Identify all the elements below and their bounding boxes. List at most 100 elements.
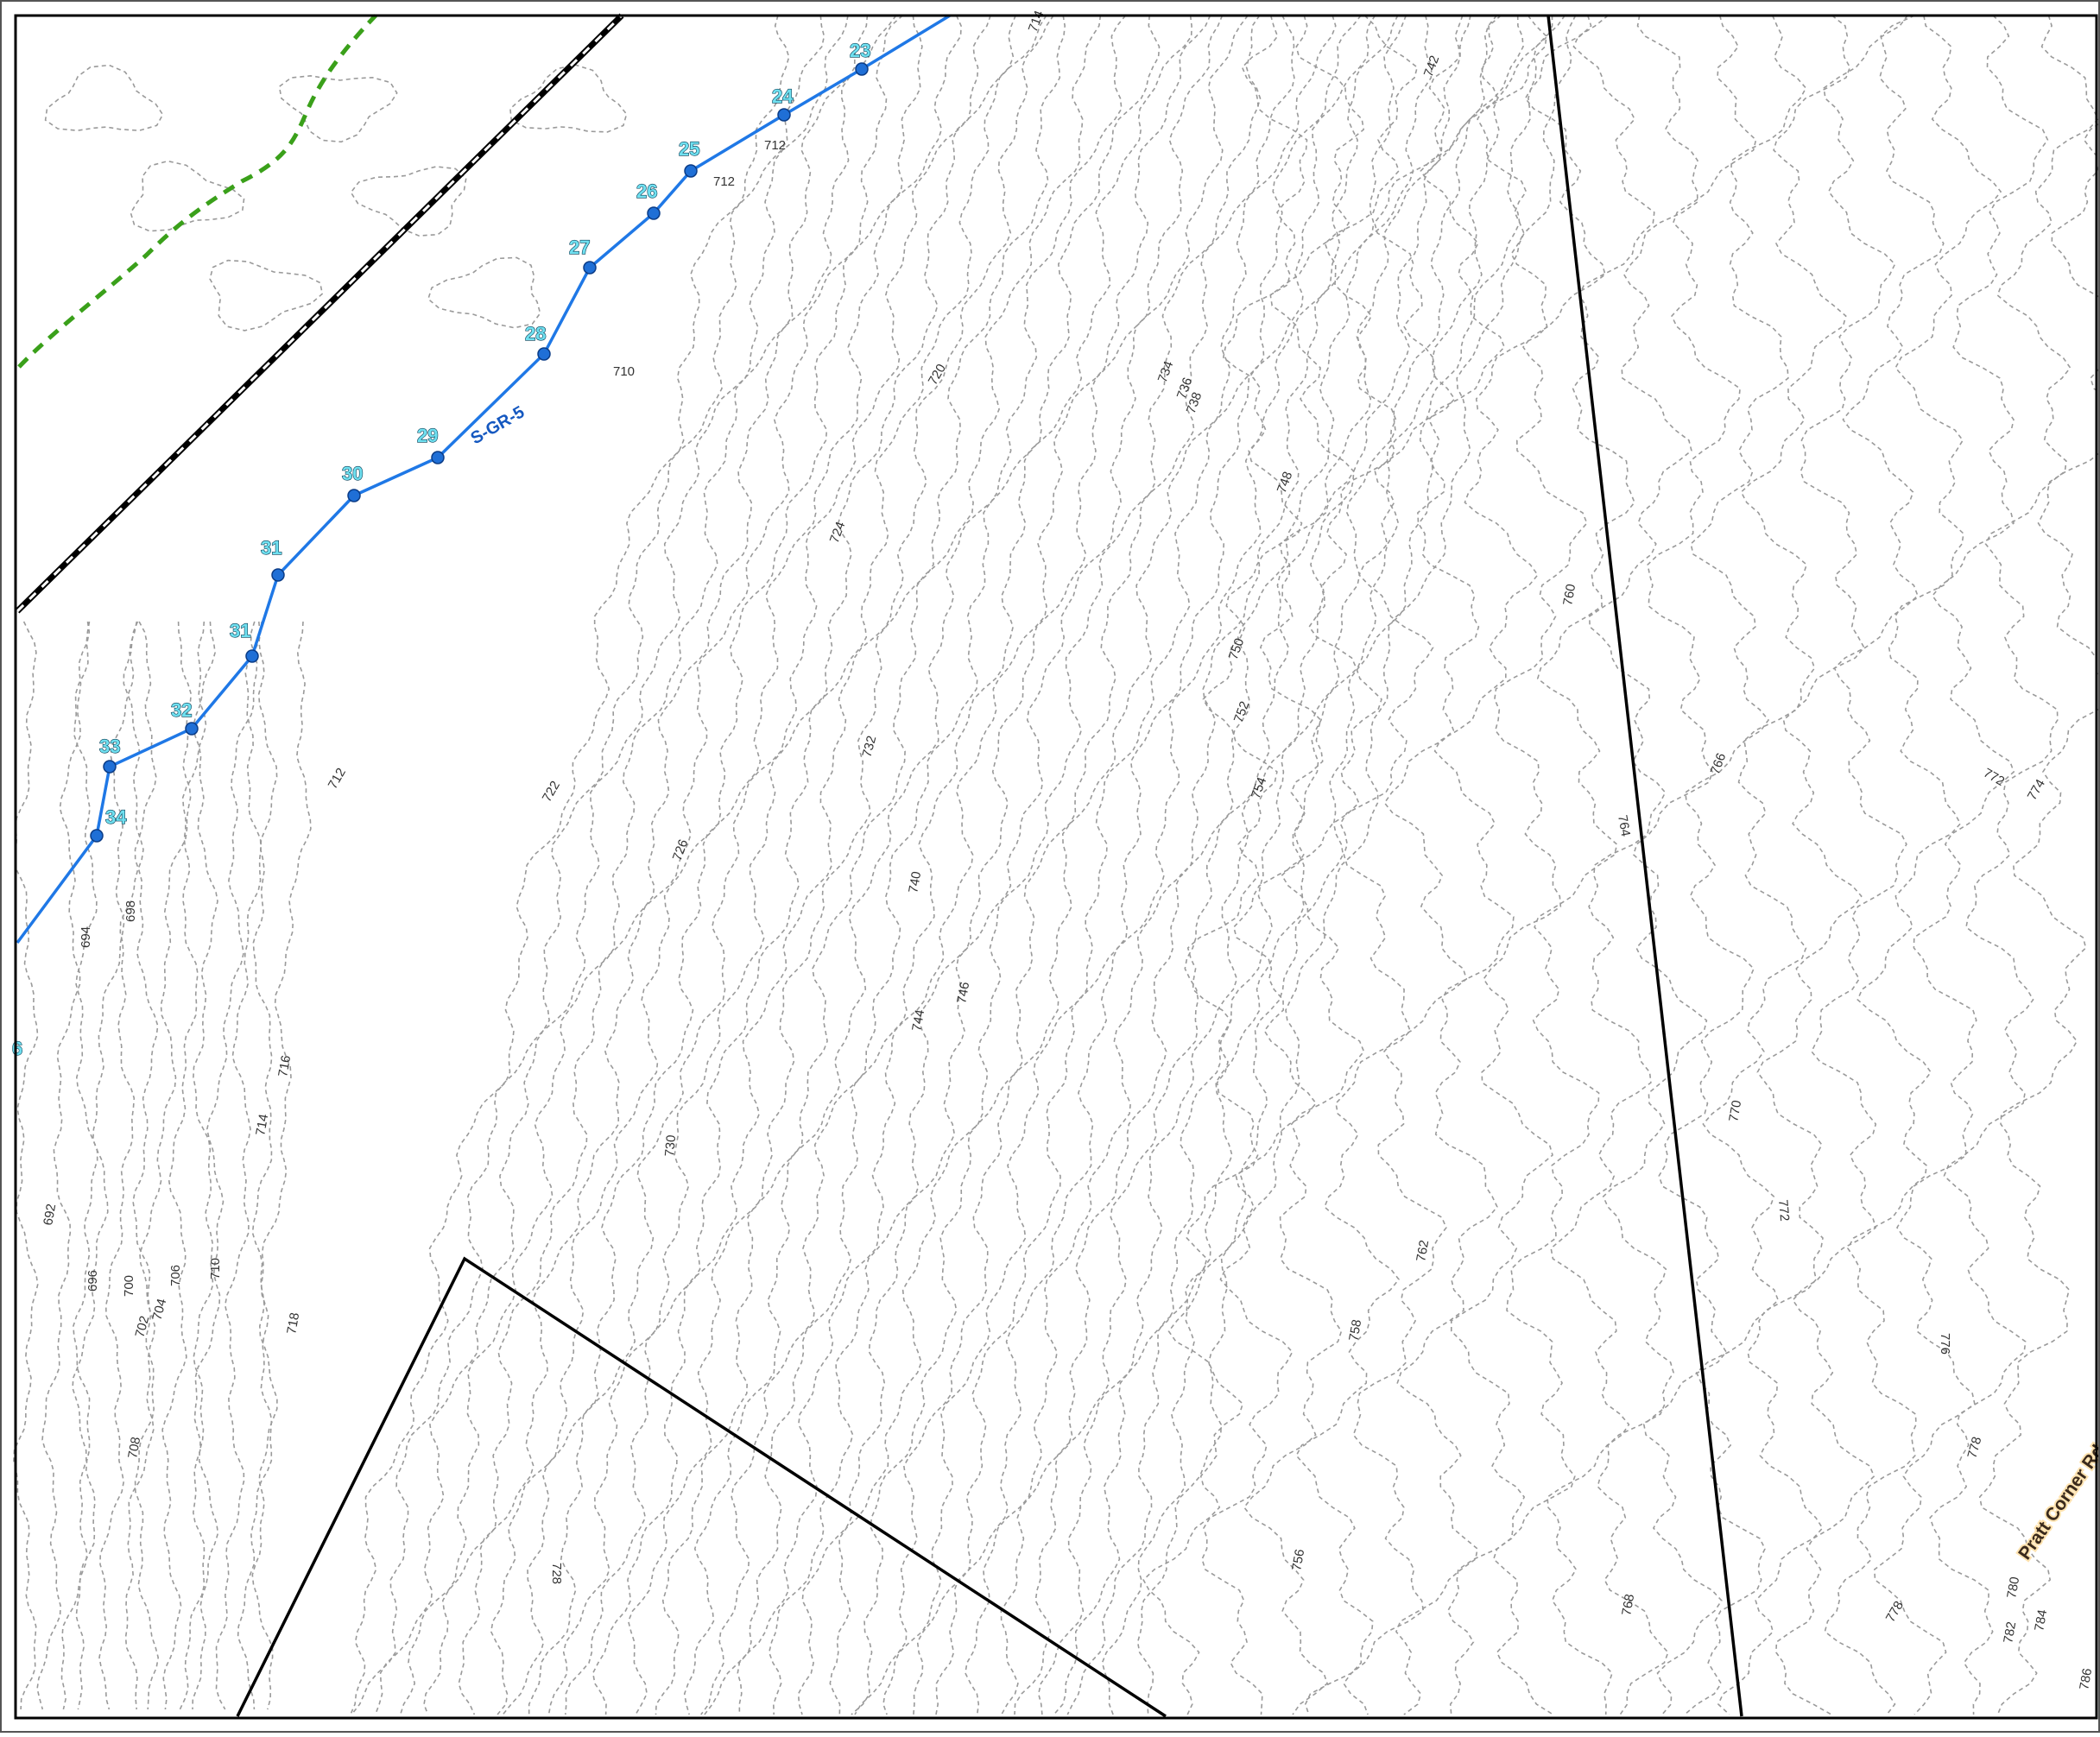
contour-line: [1142, 15, 1308, 1715]
stream-vertex-label: 28: [525, 323, 546, 344]
contour-line: [547, 15, 1016, 1715]
contour-line: [913, 15, 1376, 1715]
stream-vertex[interactable]: [431, 451, 445, 464]
contour-loop: [209, 259, 324, 332]
stream-vertex-label: 31: [261, 537, 281, 559]
contour-elevation-label: 700: [122, 1275, 136, 1297]
contour-elevation-label: 782: [2001, 1620, 2019, 1645]
contour-elevation-label: 716: [275, 1054, 294, 1078]
contour-line: [1037, 15, 1497, 1715]
contour-line: [1295, 15, 1464, 1715]
stream-vertex[interactable]: [684, 164, 698, 178]
contour-loop: [427, 256, 541, 329]
stream-vertices: [90, 62, 869, 843]
contour-elevation-label: 762: [1414, 1239, 1432, 1263]
stream-vertex[interactable]: [583, 261, 597, 275]
stream-vertex[interactable]: [855, 62, 869, 76]
stream-vertex-label: 23: [850, 40, 870, 61]
contour-line: [1642, 15, 1807, 1715]
stream-vertex[interactable]: [245, 649, 259, 663]
contour-loop: [509, 64, 628, 133]
stream-vertex[interactable]: [777, 108, 791, 122]
stream-vertex[interactable]: [103, 760, 117, 774]
contour-elevation-label: 718: [284, 1311, 302, 1336]
contour-elevation-label: 698: [123, 900, 138, 922]
contour-elevation-label: 732: [859, 734, 879, 759]
contour-lines: [13, 15, 2100, 1715]
contour-elevation-label: 760: [1560, 583, 1578, 607]
contour-line: [458, 15, 903, 1715]
stream-vertex-label: 24: [772, 85, 794, 107]
stream-vertex-label: 26: [636, 180, 657, 202]
contour-line: [374, 15, 849, 1715]
contour-line: [350, 15, 790, 1715]
contour-line: [36, 621, 91, 1710]
contour-line: [124, 621, 193, 1710]
contour-elevation-label: 694: [79, 926, 93, 948]
contour-line: [1343, 15, 1506, 1715]
stream-vertex[interactable]: [537, 347, 551, 361]
contour-line: [73, 621, 98, 1710]
contour-loop: [44, 64, 164, 132]
contour-line: [98, 621, 144, 1710]
contour-elevation-label: 714: [253, 1113, 271, 1137]
stream-vertex-label: 31: [230, 620, 250, 641]
contour-elevation-label: 768: [1619, 1593, 1637, 1617]
contour-elevation-label: 702: [132, 1314, 152, 1339]
contour-line: [1014, 15, 1471, 1715]
contour-elevation-label: 692: [41, 1203, 59, 1227]
stream-vertex[interactable]: [647, 206, 661, 220]
contour-line: [399, 15, 869, 1715]
contour-line: [1929, 15, 2099, 1715]
contour-line: [627, 15, 1066, 1715]
contour-line: [1775, 15, 1945, 1715]
contour-line: [1597, 15, 1757, 1715]
contour-line: [935, 15, 1399, 1715]
contour-elevation-label: 740: [906, 870, 924, 894]
contour-line: [1101, 15, 1566, 1715]
contour-line: [1873, 15, 2049, 1715]
contour-elevation-label: 730: [662, 1134, 679, 1157]
contour-elevation-label: 756: [1289, 1548, 1307, 1572]
stream-vertex-label: 25: [679, 138, 699, 160]
contour-elevation-label: 776: [1938, 1333, 1952, 1355]
contour-line: [490, 15, 923, 1715]
trail-line: [17, 14, 377, 369]
stream-vertex[interactable]: [185, 722, 199, 736]
contour-line: [60, 621, 138, 1710]
contour-line: [704, 15, 1192, 1715]
contour-line: [797, 15, 1249, 1715]
parcel-boundaries: [236, 15, 1743, 1718]
contour-line: [13, 621, 39, 1710]
contour-line: [1684, 15, 1851, 1715]
contour-line: [565, 15, 1047, 1715]
contour-elevation-label: 780: [2004, 1576, 2022, 1600]
contour-elevation-label: 728: [549, 1563, 564, 1584]
contour-elevation-label: 710: [613, 364, 635, 379]
contour-elevation-label: 704: [149, 1297, 169, 1322]
contour-elevation-label: 708: [125, 1436, 143, 1460]
contour-line: [161, 621, 207, 1710]
contour-line: [351, 15, 825, 1715]
stream-vertex[interactable]: [90, 829, 104, 843]
contour-line: [683, 15, 1127, 1715]
contour-elevation-label: 712: [713, 174, 735, 189]
contour-line: [1000, 15, 1433, 1715]
contour-line: [132, 621, 160, 1710]
contour-elevation-label: 764: [1615, 814, 1633, 838]
contour-line: [1717, 15, 1908, 1715]
stream-vertex[interactable]: [347, 489, 361, 502]
stream-vertex[interactable]: [271, 568, 285, 582]
contour-line: [1201, 15, 1365, 1715]
stream-vertex-label: 34: [105, 806, 127, 828]
contour-line: [237, 621, 312, 1710]
contour-line: [1053, 15, 1524, 1715]
contour-line: [179, 621, 258, 1710]
map-border: [14, 14, 2098, 1720]
contour-elevation-label: 706: [168, 1265, 183, 1286]
contour-line: [1446, 15, 1606, 1715]
